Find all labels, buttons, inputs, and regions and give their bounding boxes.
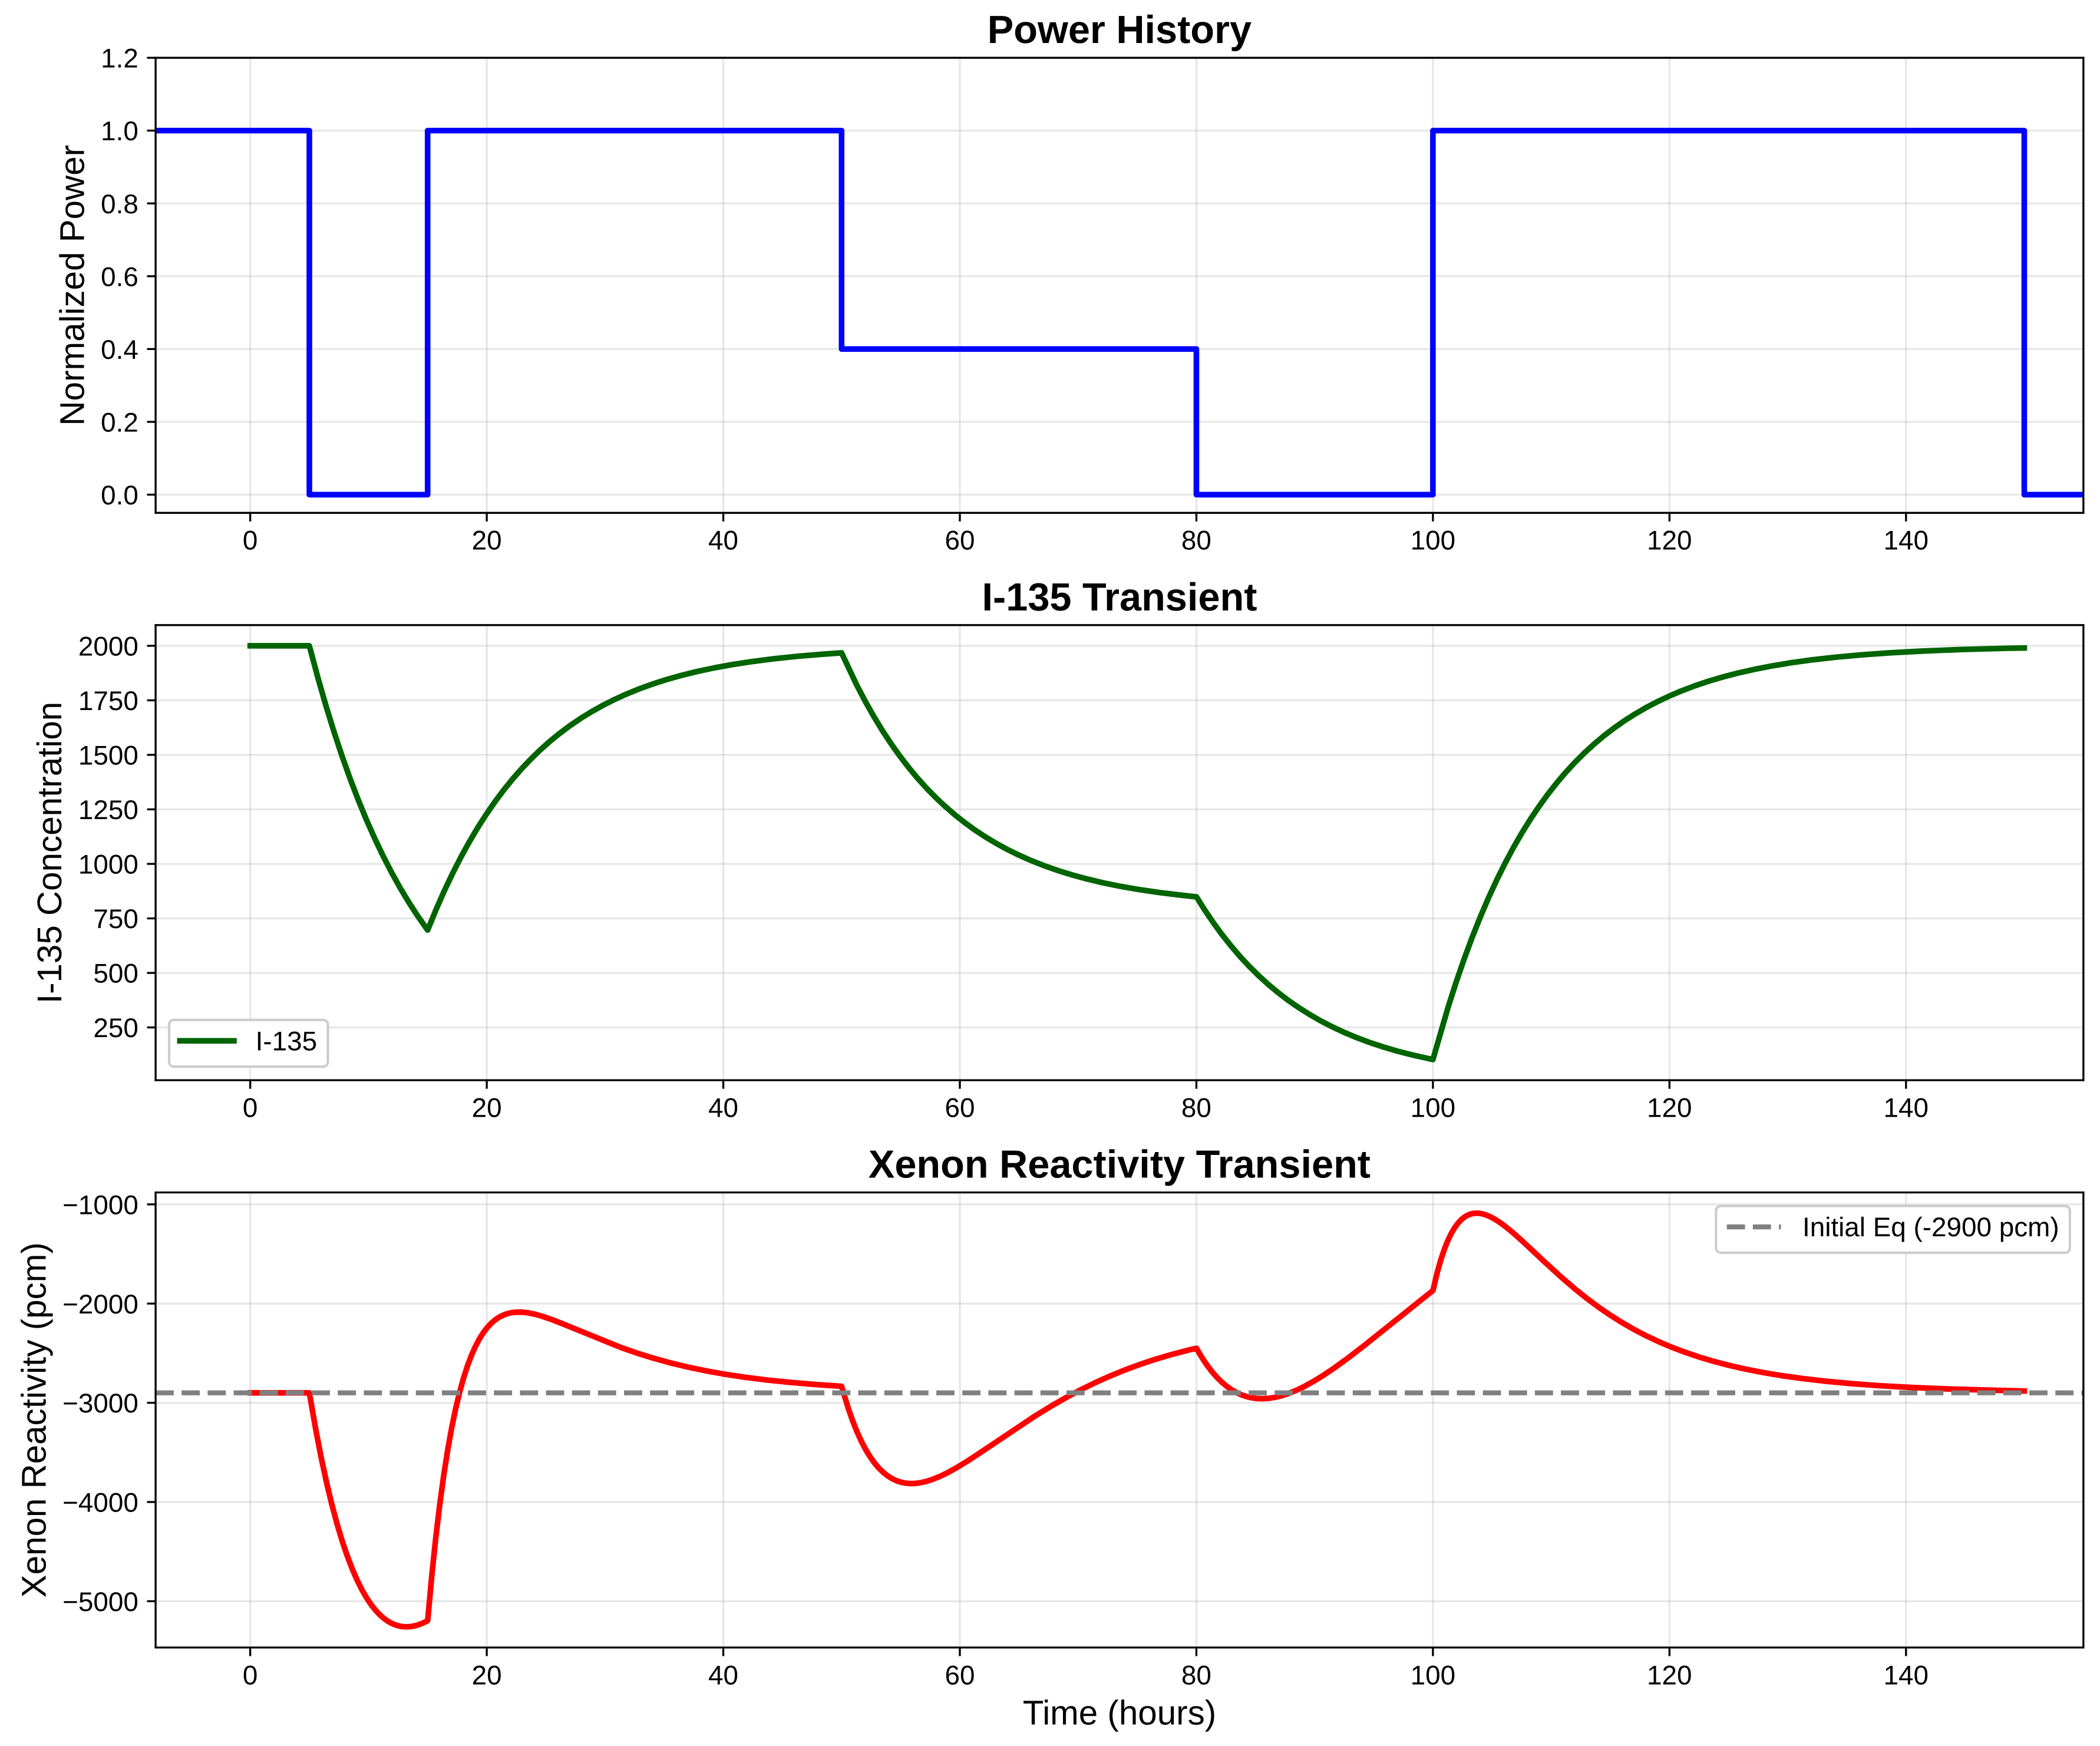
svg-text:140: 140 [1884, 1095, 1929, 1124]
svg-text:140: 140 [1884, 1662, 1929, 1692]
svg-text:250: 250 [93, 1015, 138, 1045]
svg-text:1.0: 1.0 [101, 118, 138, 148]
svg-text:Power History: Power History [988, 11, 1252, 53]
svg-text:100: 100 [1411, 1662, 1455, 1692]
svg-text:−1000: −1000 [62, 1192, 138, 1222]
svg-text:100: 100 [1411, 1095, 1455, 1124]
svg-text:120: 120 [1647, 1095, 1692, 1124]
svg-text:0.0: 0.0 [101, 483, 138, 512]
svg-text:20: 20 [472, 1662, 502, 1692]
svg-text:120: 120 [1647, 1662, 1692, 1692]
svg-text:Xenon Reactivity (pcm): Xenon Reactivity (pcm) [14, 1242, 53, 1598]
svg-text:Initial Eq (-2900 pcm): Initial Eq (-2900 pcm) [1802, 1214, 2059, 1244]
svg-text:−2000: −2000 [62, 1291, 138, 1321]
svg-text:−5000: −5000 [62, 1589, 138, 1618]
svg-text:0: 0 [243, 527, 258, 557]
svg-text:20: 20 [472, 527, 502, 557]
svg-text:0: 0 [243, 1095, 258, 1124]
svg-text:80: 80 [1181, 1662, 1211, 1692]
svg-text:−4000: −4000 [62, 1490, 138, 1519]
svg-text:I-135 Transient: I-135 Transient [982, 579, 1259, 620]
svg-text:750: 750 [93, 906, 138, 936]
svg-text:Xenon Reactivity Transient: Xenon Reactivity Transient [869, 1146, 1372, 1187]
svg-text:0.4: 0.4 [101, 336, 138, 366]
svg-text:0.2: 0.2 [101, 410, 138, 439]
svg-text:80: 80 [1181, 1095, 1211, 1124]
svg-text:40: 40 [708, 527, 738, 557]
svg-text:60: 60 [945, 1662, 975, 1692]
svg-text:500: 500 [93, 961, 138, 990]
svg-text:Normalized Power: Normalized Power [52, 144, 91, 426]
svg-text:I-135 Concentration: I-135 Concentration [29, 702, 69, 1004]
svg-text:1000: 1000 [78, 851, 138, 881]
svg-text:100: 100 [1411, 527, 1455, 557]
svg-text:80: 80 [1181, 527, 1211, 557]
svg-text:140: 140 [1884, 527, 1929, 557]
svg-text:40: 40 [708, 1095, 738, 1124]
svg-text:1250: 1250 [78, 797, 138, 827]
svg-text:1.2: 1.2 [101, 45, 138, 75]
svg-text:Time (hours): Time (hours) [1023, 1693, 1216, 1732]
svg-text:20: 20 [472, 1095, 502, 1124]
svg-text:0: 0 [243, 1662, 258, 1692]
svg-text:2000: 2000 [78, 633, 138, 663]
svg-text:I-135: I-135 [256, 1028, 317, 1058]
svg-text:−3000: −3000 [62, 1391, 138, 1420]
svg-text:1500: 1500 [78, 742, 138, 772]
svg-text:0.6: 0.6 [101, 264, 138, 293]
svg-text:40: 40 [708, 1662, 738, 1692]
svg-text:60: 60 [945, 527, 975, 557]
svg-text:0.8: 0.8 [101, 191, 138, 220]
svg-text:1750: 1750 [78, 688, 138, 718]
svg-text:60: 60 [945, 1095, 975, 1124]
svg-text:120: 120 [1647, 527, 1692, 557]
